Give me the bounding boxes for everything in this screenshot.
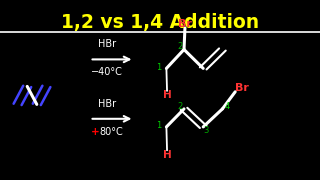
Text: Br: Br — [178, 19, 192, 29]
Text: 2: 2 — [178, 42, 183, 51]
Text: 1: 1 — [156, 63, 162, 72]
Text: 80°C: 80°C — [100, 127, 123, 137]
Text: 3: 3 — [204, 126, 209, 135]
Text: +: + — [91, 127, 100, 137]
Text: HBr: HBr — [98, 39, 116, 49]
Text: 1: 1 — [156, 122, 162, 130]
Text: H: H — [163, 150, 172, 160]
Text: −40°C: −40°C — [91, 67, 123, 77]
Text: 4: 4 — [225, 102, 230, 111]
Text: 2: 2 — [178, 102, 183, 111]
Text: H: H — [163, 90, 172, 100]
Text: 1,2 vs 1,4 Addition: 1,2 vs 1,4 Addition — [61, 13, 259, 32]
Text: HBr: HBr — [98, 98, 116, 109]
Text: Br: Br — [235, 83, 249, 93]
